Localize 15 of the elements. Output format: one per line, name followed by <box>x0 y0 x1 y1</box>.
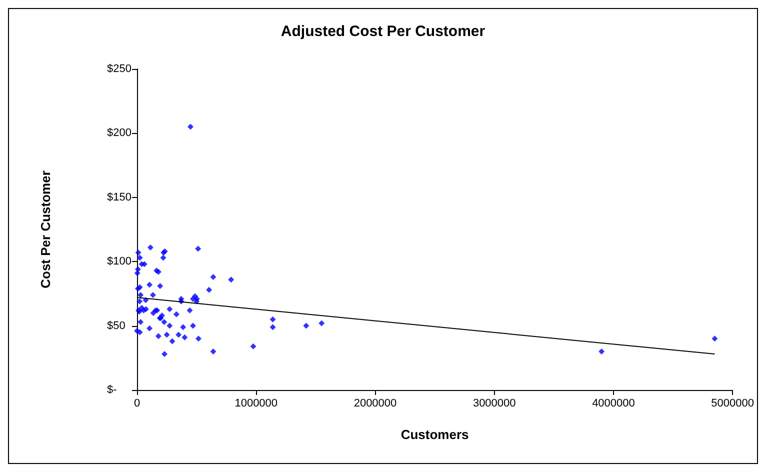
x-tick-label: 5000000 <box>711 398 754 410</box>
y-tick-label: $50 <box>107 320 126 332</box>
y-tick-label: $100 <box>107 256 132 268</box>
x-tick-label: 3000000 <box>472 398 516 410</box>
y-tick-label: $- <box>107 384 118 396</box>
x-tick-label: 1000000 <box>234 398 278 410</box>
x-tick-label: 2000000 <box>354 398 397 410</box>
x-tick-label: 0 <box>134 398 140 410</box>
y-tick-label: $250 <box>107 63 132 75</box>
chart-title: Adjusted Cost Per Customer <box>280 23 486 40</box>
y-tick-label: $150 <box>107 191 132 204</box>
y-axis-title: Cost Per Customer <box>38 170 53 288</box>
x-axis-title: Customers <box>400 427 469 442</box>
y-tick-label: $200 <box>107 127 132 140</box>
x-tick-label: 4000000 <box>592 398 635 410</box>
